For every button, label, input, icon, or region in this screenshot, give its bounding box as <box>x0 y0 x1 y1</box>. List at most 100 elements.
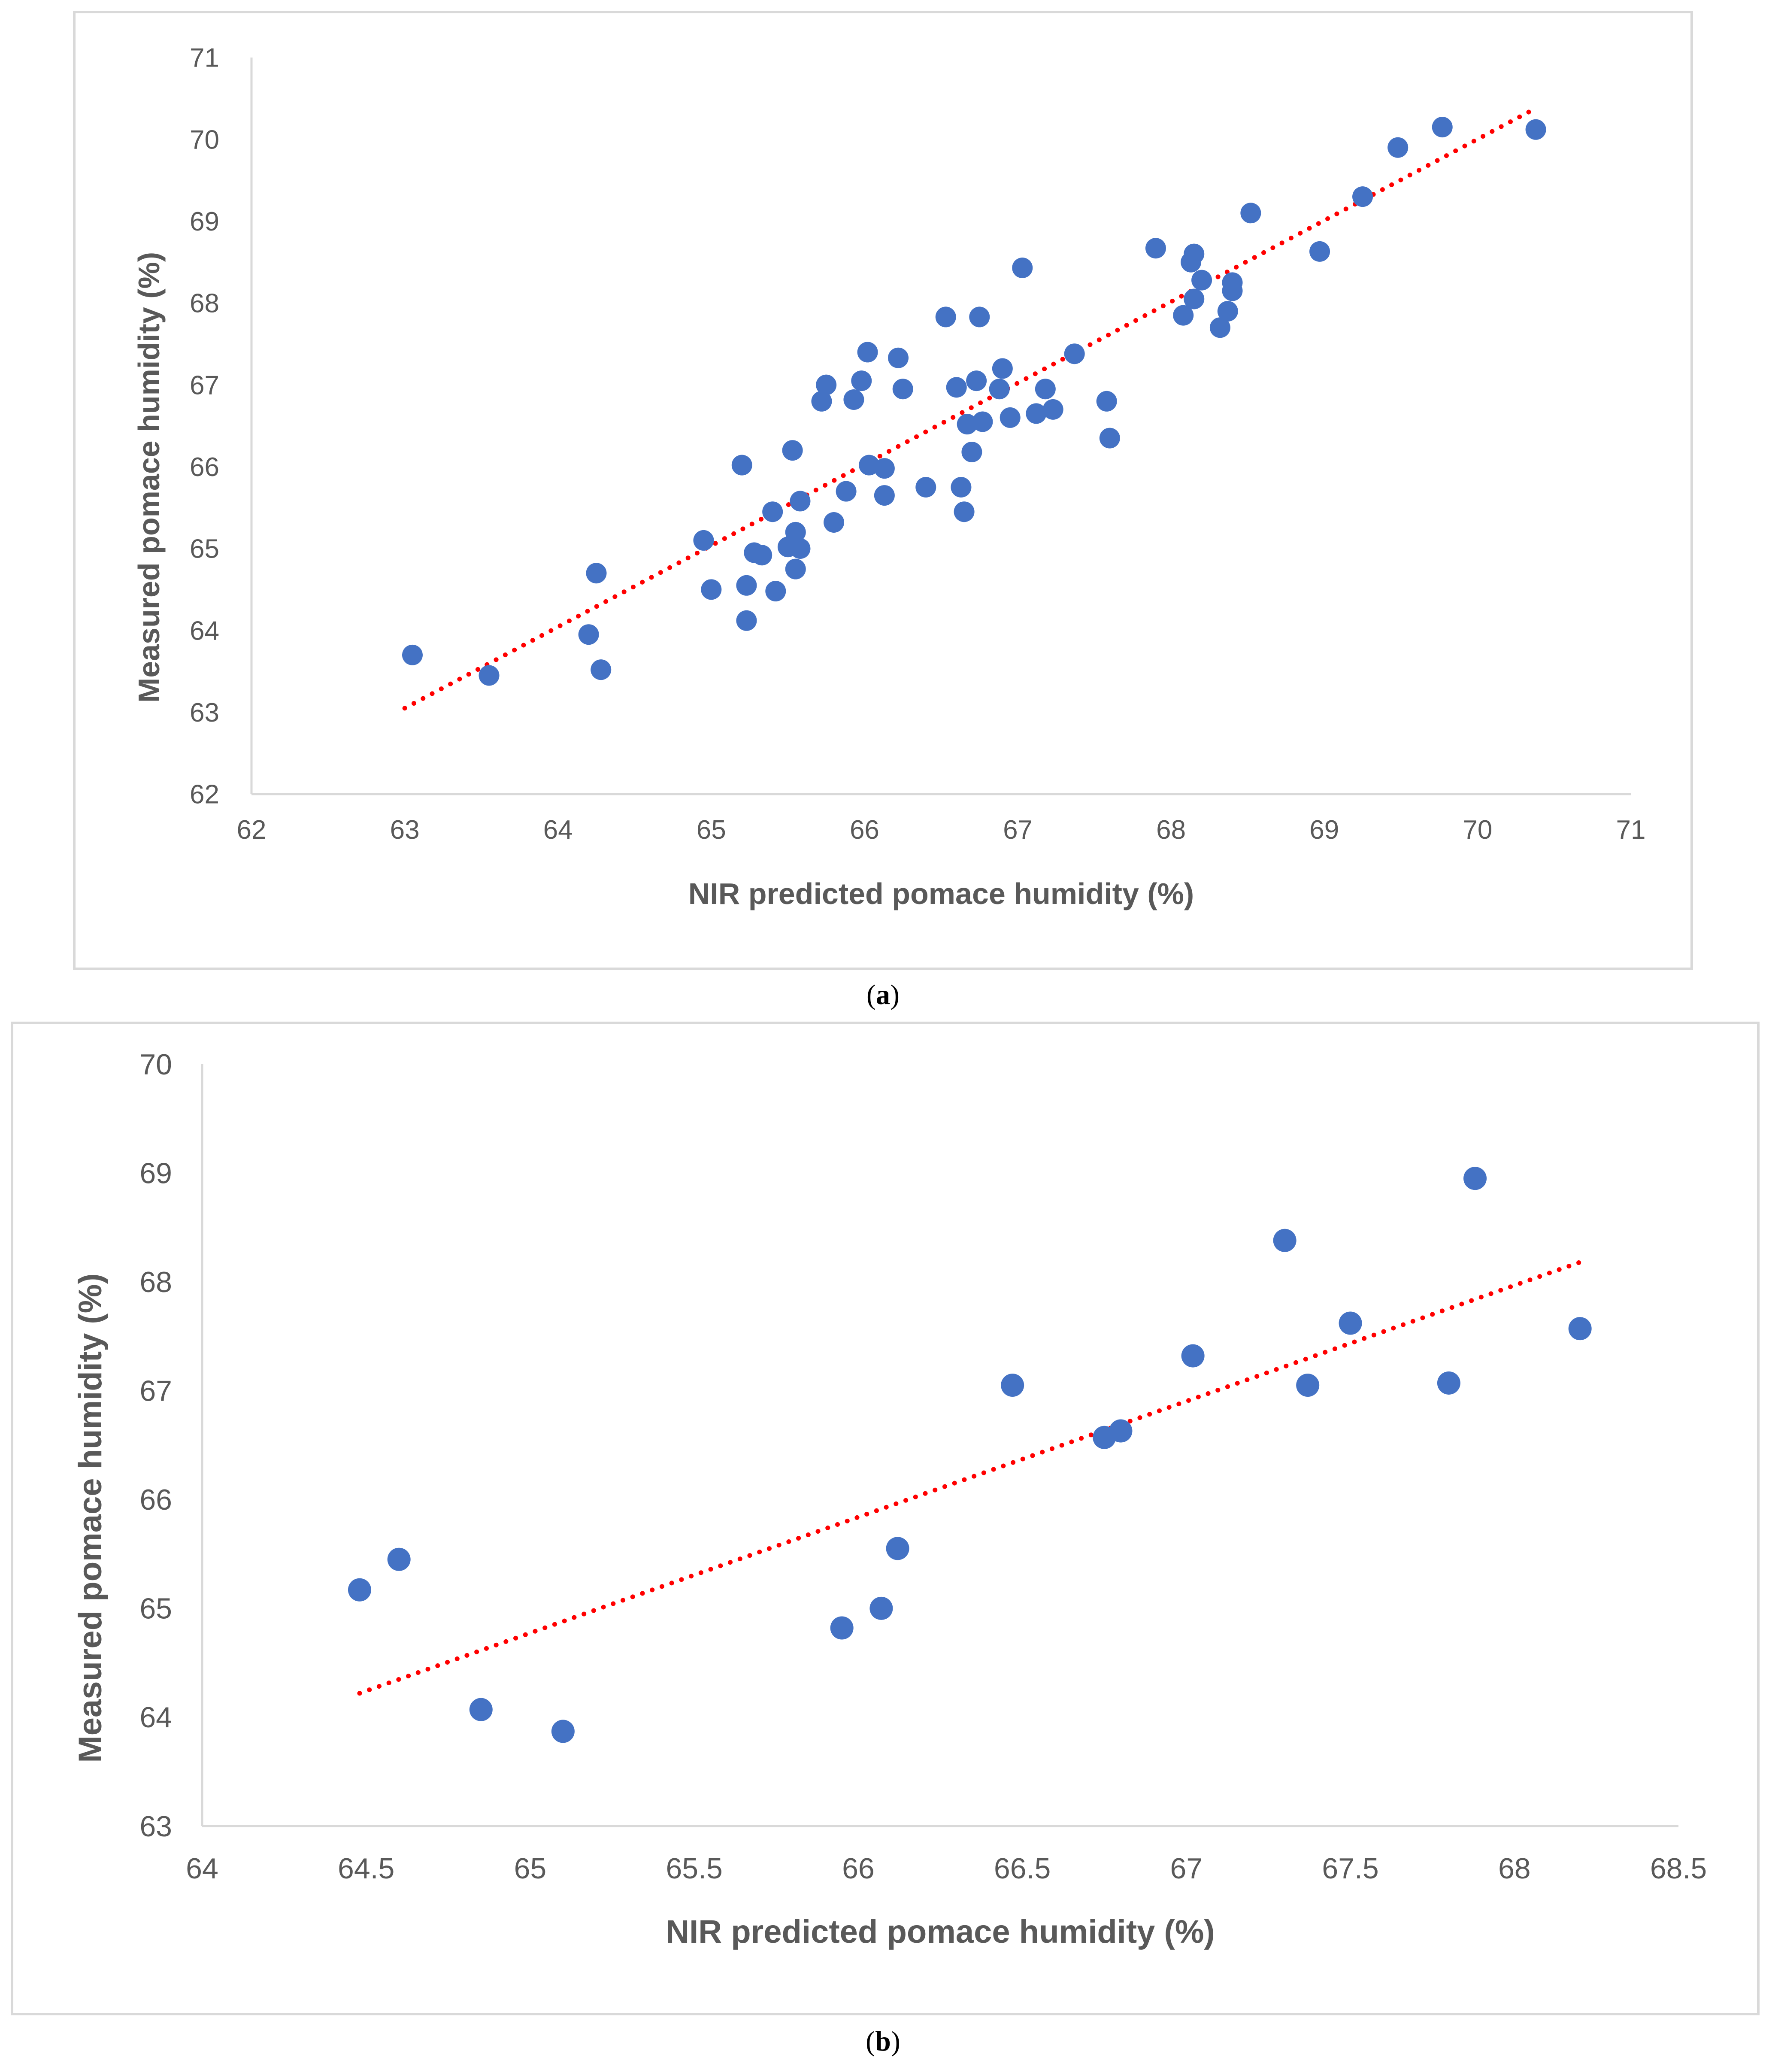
data-point <box>1309 241 1330 262</box>
data-point <box>874 485 895 506</box>
data-point <box>586 563 607 584</box>
data-point <box>762 501 783 522</box>
data-point <box>1339 1311 1362 1335</box>
y-tick-label: 67 <box>139 1375 172 1408</box>
data-point <box>830 1616 854 1640</box>
x-tick-label: 64.5 <box>338 1852 394 1885</box>
data-point <box>765 581 786 602</box>
data-point <box>469 1698 493 1721</box>
data-point <box>972 411 993 432</box>
data-point <box>1096 391 1117 412</box>
x-tick-label: 68.5 <box>1650 1852 1707 1885</box>
data-point <box>892 379 913 400</box>
x-tick-label: 65 <box>514 1852 547 1885</box>
x-tick-label: 67.5 <box>1322 1852 1378 1885</box>
data-point <box>790 491 811 512</box>
data-point <box>1109 1419 1133 1443</box>
x-tick-label: 68 <box>1156 815 1186 845</box>
x-tick-label: 63 <box>390 815 420 845</box>
data-point <box>1437 1371 1460 1395</box>
trendline <box>357 1260 1583 1696</box>
x-tick-label: 65.5 <box>666 1852 722 1885</box>
y-tick-label: 65 <box>139 1593 172 1625</box>
data-point <box>992 358 1013 379</box>
x-tick-label: 67 <box>1003 815 1033 845</box>
y-tick-label: 64 <box>139 1701 172 1734</box>
data-point <box>1001 1374 1024 1397</box>
data-point <box>387 1547 411 1571</box>
data-point <box>751 545 772 566</box>
x-axis-title: NIR predicted pomace humidity (%) <box>666 1914 1215 1950</box>
scatter-chart-b: 64 64.5 65 65.5 66 66.5 67 67.5 68 68.5 63 64 65 66 67… <box>72 1048 1707 1950</box>
y-tick-label: 67 <box>190 370 219 400</box>
y-tick-label: 71 <box>190 43 219 73</box>
x-tick-label: 69 <box>1309 815 1339 845</box>
data-point <box>402 644 423 665</box>
data-point <box>859 455 880 476</box>
data-point <box>479 665 500 686</box>
data-point <box>874 458 895 479</box>
y-tick-label: 66 <box>190 452 219 482</box>
data-point <box>824 512 845 533</box>
data-point <box>1463 1167 1487 1190</box>
data-point <box>966 370 987 391</box>
data-point <box>1525 119 1546 140</box>
data-point <box>836 481 857 502</box>
y-tick-label: 65 <box>190 534 219 564</box>
data-point <box>1042 399 1063 420</box>
data-point <box>693 530 714 551</box>
y-axis-title: Measured pomace humidity (%) <box>72 1273 109 1763</box>
data-point <box>785 558 806 579</box>
scatter-chart-a: 62 63 64 65 66 67 68 69 70 71 62 63 64 65 66 67 68 69 70 71… <box>132 43 1646 910</box>
caption-a: (a) <box>866 979 900 1010</box>
data-point <box>782 440 803 461</box>
data-point <box>851 370 872 391</box>
data-point <box>1209 317 1230 338</box>
data-point <box>348 1578 371 1602</box>
data-point <box>1181 1344 1205 1368</box>
data-point <box>1012 258 1033 279</box>
chart-panel-b: 64 64.5 65 65.5 66 66.5 67 67.5 68 68.5 63 64 65 66 67… <box>11 1022 1760 2015</box>
x-tick-label: 62 <box>237 815 267 845</box>
y-tick-label: 69 <box>190 207 219 237</box>
data-point <box>1222 272 1243 293</box>
data-point <box>951 477 972 498</box>
x-tick-label: 66 <box>850 815 879 845</box>
y-tick-label: 63 <box>190 698 219 728</box>
x-tick-label: 68 <box>1498 1852 1531 1885</box>
data-point <box>954 501 975 522</box>
data-point <box>790 538 811 559</box>
data-point <box>816 374 837 395</box>
data-point <box>946 377 967 398</box>
data-point <box>1387 137 1409 158</box>
data-point <box>888 347 909 368</box>
data-point <box>1064 343 1085 364</box>
data-point <box>1184 288 1205 309</box>
data-point <box>1240 203 1261 224</box>
data-point <box>857 342 878 363</box>
y-tick-label: 68 <box>139 1266 172 1298</box>
data-point <box>578 624 599 645</box>
data-point <box>1184 243 1205 264</box>
y-tick-label: 63 <box>139 1810 172 1843</box>
data-point <box>1568 1317 1592 1341</box>
data-point <box>915 477 936 498</box>
x-tick-label: 66.5 <box>994 1852 1051 1885</box>
y-tick-label: 70 <box>139 1048 172 1081</box>
y-axis-title: Measured pomace humidity (%) <box>132 252 166 703</box>
x-tick-label: 71 <box>1616 815 1646 845</box>
data-point <box>736 575 757 596</box>
x-tick-label: 64 <box>186 1852 218 1885</box>
data-point <box>1432 117 1453 138</box>
y-tick-label: 62 <box>190 780 219 810</box>
x-tick-label: 66 <box>842 1852 875 1885</box>
data-point <box>957 414 978 435</box>
data-point <box>843 389 864 410</box>
caption-b: (b) <box>866 2026 900 2057</box>
data-point <box>551 1720 575 1743</box>
data-point <box>591 659 612 680</box>
data-point <box>1145 238 1166 259</box>
y-tick-label: 69 <box>139 1157 172 1189</box>
data-point <box>961 442 982 463</box>
data-point <box>886 1537 909 1560</box>
